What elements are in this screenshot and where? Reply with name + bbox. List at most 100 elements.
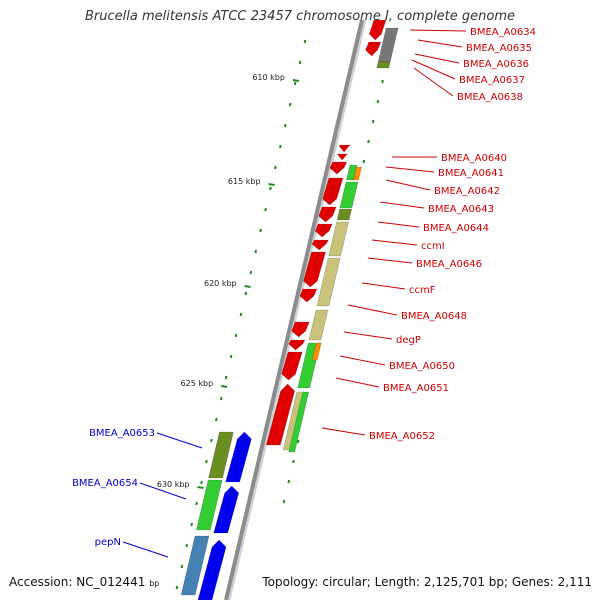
scale-dot <box>298 60 302 65</box>
label-leader <box>377 221 420 228</box>
label-leader <box>413 67 454 97</box>
scale-dot <box>214 417 218 422</box>
scale-dot <box>205 459 208 464</box>
scale-tick <box>292 79 300 82</box>
label-leader <box>367 257 413 264</box>
gene-block <box>291 321 310 338</box>
gene-block <box>225 431 252 483</box>
gene-block <box>376 61 391 69</box>
gene-block <box>288 391 310 453</box>
label-leader <box>139 482 187 500</box>
gene-block <box>314 223 333 238</box>
label-leader <box>371 239 418 246</box>
label-leader <box>411 59 456 80</box>
scale-dot <box>293 81 297 86</box>
scale-dot <box>185 543 189 548</box>
gene-label: BMEA_A0640 <box>441 153 507 164</box>
label-leader <box>385 166 435 173</box>
label-leader <box>156 432 203 449</box>
accession-text: Accession: NC_012441 bp <box>9 575 159 589</box>
gene-label: BMEA_A0642 <box>434 186 500 197</box>
map-title: Brucella melitensis ATCC 23457 chromosom… <box>84 9 516 24</box>
scale-tick-label: 620 kbp <box>204 279 237 288</box>
scale-dot <box>269 186 272 191</box>
gene-label: BMEA_A0636 <box>463 59 529 70</box>
gene-block <box>311 239 329 251</box>
accession-unit: bp <box>149 579 160 588</box>
gene-label: BMEA_A0653 <box>89 428 155 439</box>
gene-block <box>288 339 306 351</box>
scale-tick <box>197 486 204 489</box>
gene-block <box>311 342 322 361</box>
scale-dot <box>288 102 292 107</box>
label-leader <box>414 53 460 64</box>
gene-block <box>316 257 341 307</box>
gene-block <box>196 479 223 531</box>
scale-tick-label: 610 kbp <box>252 73 285 82</box>
label-leader <box>321 427 366 436</box>
feature-dot <box>376 99 380 104</box>
feature-dot <box>296 439 300 444</box>
feature-dot <box>381 79 384 84</box>
scale-dot <box>259 228 262 233</box>
scale-tick <box>244 285 251 288</box>
gene-block <box>338 144 352 153</box>
feature-dot <box>362 159 366 164</box>
gene-label: BMEA_A0648 <box>401 311 467 322</box>
gene-label: pepN <box>95 537 121 548</box>
label-leader <box>347 304 398 316</box>
gene-block <box>328 221 350 257</box>
label-leader <box>122 541 169 558</box>
scale-dot <box>234 333 238 338</box>
feature-dot <box>287 479 291 484</box>
feature-dot <box>282 499 286 504</box>
gene-label: BMEA_A0650 <box>389 361 455 372</box>
gene-block <box>339 181 359 209</box>
scale-dot <box>195 501 198 506</box>
gene-block <box>318 206 337 223</box>
gene-label: BMEA_A0634 <box>470 27 536 38</box>
gene-label: BMEA_A0651 <box>383 383 449 394</box>
gene-block <box>281 351 303 381</box>
scale-dot <box>180 564 184 569</box>
gene-block <box>322 177 344 206</box>
gene-block <box>197 539 227 600</box>
label-leader <box>409 29 467 32</box>
scale-dot <box>210 438 213 443</box>
gene-block <box>329 161 348 175</box>
scale-dot <box>200 480 203 485</box>
scale-dot <box>254 249 258 254</box>
scale-tick-label: 625 kbp <box>181 379 214 388</box>
accession-label: Accession: NC_012441 <box>9 575 146 589</box>
scale-tick-label: 630 kbp <box>157 480 190 489</box>
gene-label: BMEA_A0646 <box>416 259 482 270</box>
scale-dot <box>303 39 307 44</box>
scale-tick <box>221 385 228 388</box>
gene-label: BMEA_A0643 <box>428 204 494 215</box>
scale-dot <box>244 291 248 296</box>
scale-dot <box>264 207 267 212</box>
gene-block <box>265 383 295 446</box>
gene-label: BMEA_A0638 <box>457 92 523 103</box>
gene-label: ccmI <box>421 241 445 252</box>
scale-dot <box>224 375 228 380</box>
gene-block <box>213 485 240 534</box>
scale-tick-label: 615 kbp <box>228 177 261 186</box>
feature-dot <box>292 459 295 464</box>
scale-dot <box>239 312 243 317</box>
scale-dot <box>175 585 179 590</box>
label-leader <box>343 331 393 340</box>
gene-block <box>365 41 382 57</box>
gene-label: BMEA_A0654 <box>72 478 138 489</box>
gene-block <box>336 153 349 161</box>
scale-dot <box>279 144 282 149</box>
gene-block <box>208 431 234 479</box>
topology-text: Topology: circular; Length: 2,125,701 bp… <box>262 575 592 589</box>
gene-block <box>353 166 362 181</box>
gene-block <box>336 208 353 221</box>
label-leader <box>385 179 431 191</box>
label-leader <box>379 201 425 209</box>
scale-dot <box>219 396 223 401</box>
gene-block <box>308 309 329 341</box>
